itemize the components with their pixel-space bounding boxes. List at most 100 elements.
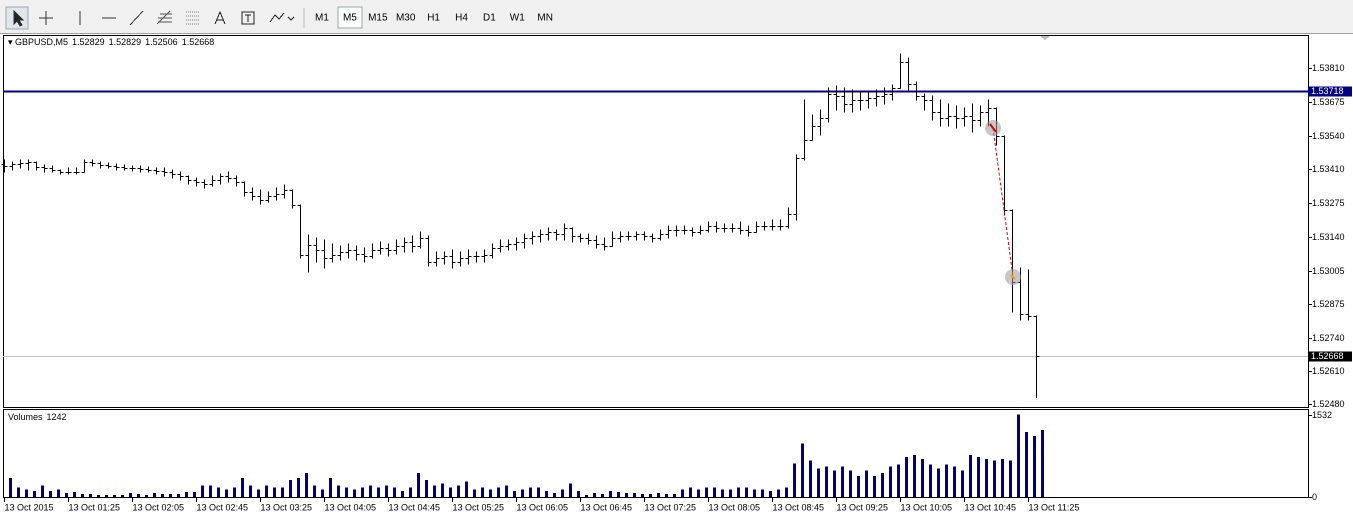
- x-tick-label: 13 Oct 01:25: [69, 502, 121, 512]
- y-tick-label: 1.52480: [1312, 399, 1345, 409]
- volume-bar: [337, 485, 340, 497]
- timeframe-button[interactable]: M15: [368, 13, 388, 24]
- volume-bar: [945, 464, 948, 497]
- volume-bar: [217, 487, 220, 497]
- volume-bar: [153, 493, 156, 497]
- volume-bar: [649, 494, 652, 497]
- x-tick-label: 13 Oct 05:25: [453, 502, 505, 512]
- text-icon[interactable]: [214, 10, 226, 25]
- trendline-icon[interactable]: [129, 10, 144, 26]
- volume-bar: [241, 477, 244, 497]
- volume-bar: [561, 489, 564, 497]
- y-tick-label: 0: [1312, 492, 1317, 502]
- volume-bar: [137, 494, 140, 497]
- volume-bar: [593, 493, 596, 497]
- timeframe-button[interactable]: H4: [455, 13, 468, 24]
- volume-bar: [769, 491, 772, 497]
- volume-bar: [809, 460, 812, 497]
- volume-bar: [569, 483, 572, 497]
- volume-bar: [841, 466, 844, 497]
- x-tick-label: 13 Oct 10:05: [901, 502, 953, 512]
- volume-bar: [737, 487, 740, 497]
- volume-bar: [33, 491, 36, 497]
- timeframe-active: [337, 6, 363, 29]
- volume-bar: [1009, 460, 1012, 497]
- volume-bar: [665, 494, 668, 497]
- volume-bar: [641, 494, 644, 497]
- volume-bar: [409, 487, 412, 497]
- timeframe-button[interactable]: MN: [537, 13, 553, 24]
- volume-bar: [145, 495, 148, 497]
- volume-bar: [377, 487, 380, 497]
- volume-bar: [329, 477, 332, 497]
- volume-bar: [897, 464, 900, 497]
- volume-bar: [825, 466, 828, 497]
- hline-price-box: [1308, 86, 1352, 97]
- chart-header: ▾ GBPUSD,M5 1.52829 1.52829 1.52506 1.52668: [8, 37, 214, 47]
- volume-bar: [1033, 435, 1036, 497]
- volume-bar: [1041, 430, 1044, 497]
- header-high: 1.52829: [109, 37, 142, 47]
- timeframe-button[interactable]: H1: [427, 13, 440, 24]
- volume-bar: [441, 483, 444, 497]
- volume-bar: [729, 489, 732, 497]
- volume-bar: [921, 458, 924, 497]
- volume-bar: [705, 487, 708, 497]
- bid-price-label: 1.52668: [1311, 351, 1344, 361]
- volume-bar: [1017, 414, 1020, 497]
- volume-bar: [513, 491, 516, 497]
- volume-bar: [865, 470, 868, 497]
- volume-bar: [721, 489, 724, 497]
- timeframe-button[interactable]: M5: [343, 13, 357, 24]
- label-icon[interactable]: [241, 11, 255, 25]
- header-open: 1.52829: [72, 37, 105, 47]
- volume-bar: [1001, 458, 1004, 497]
- symbol: GBPUSD,M5: [15, 37, 68, 47]
- volume-bar: [297, 477, 300, 497]
- volume-bar: [681, 489, 684, 497]
- volume-bar: [849, 470, 852, 497]
- volume-bar: [977, 456, 980, 497]
- y-tick-label: 1.52610: [1312, 366, 1345, 376]
- cursor-icon[interactable]: [13, 9, 25, 27]
- volume-bar: [345, 487, 348, 497]
- y-tick-label: 1.52875: [1312, 299, 1345, 309]
- timeframe-button[interactable]: M30: [396, 13, 416, 24]
- volume-bar: [17, 487, 20, 497]
- timeframes: M1 M5 M15 M30 H1 H4 D1 W1 MN: [315, 6, 553, 29]
- volume-bar: [873, 475, 876, 497]
- volume-bar: [161, 494, 164, 497]
- volume-bar: [265, 485, 268, 497]
- volume-bar: [113, 495, 116, 497]
- volume-bar: [745, 487, 748, 497]
- volume-bar: [929, 464, 932, 497]
- x-tick-label: 13 Oct 06:05: [517, 502, 569, 512]
- trade-line: [992, 127, 1014, 278]
- volume-bar: [417, 473, 420, 497]
- volume-bar: [481, 487, 484, 497]
- x-tick-label: 13 Oct 07:25: [645, 502, 697, 512]
- crosshair-icon[interactable]: [39, 11, 53, 25]
- x-tick-label: 13 Oct 2015: [5, 502, 54, 512]
- volume-bar: [937, 468, 940, 497]
- volume-bar: [801, 443, 804, 497]
- timeframe-button[interactable]: W1: [510, 13, 525, 24]
- y-tick-label: 1.52740: [1312, 333, 1345, 343]
- timeframe-button[interactable]: M1: [315, 13, 329, 24]
- arrows-icon[interactable]: [269, 12, 295, 23]
- volume-bar: [57, 489, 60, 497]
- channel-icon[interactable]: [156, 10, 172, 25]
- volume-bar: [889, 466, 892, 497]
- volume-bar: [505, 485, 508, 497]
- trade-markers: [985, 120, 1021, 285]
- volume-bar: [401, 491, 404, 497]
- fibo-icon[interactable]: [186, 11, 200, 25]
- timeframe-button[interactable]: D1: [483, 13, 496, 24]
- volume-bar: [281, 487, 284, 497]
- volume-bar: [97, 495, 100, 497]
- volume-title: Volumes: [8, 412, 43, 422]
- volume-bar: [249, 485, 252, 497]
- x-tick-label: 13 Oct 06:45: [581, 502, 633, 512]
- volume-bar: [273, 487, 276, 497]
